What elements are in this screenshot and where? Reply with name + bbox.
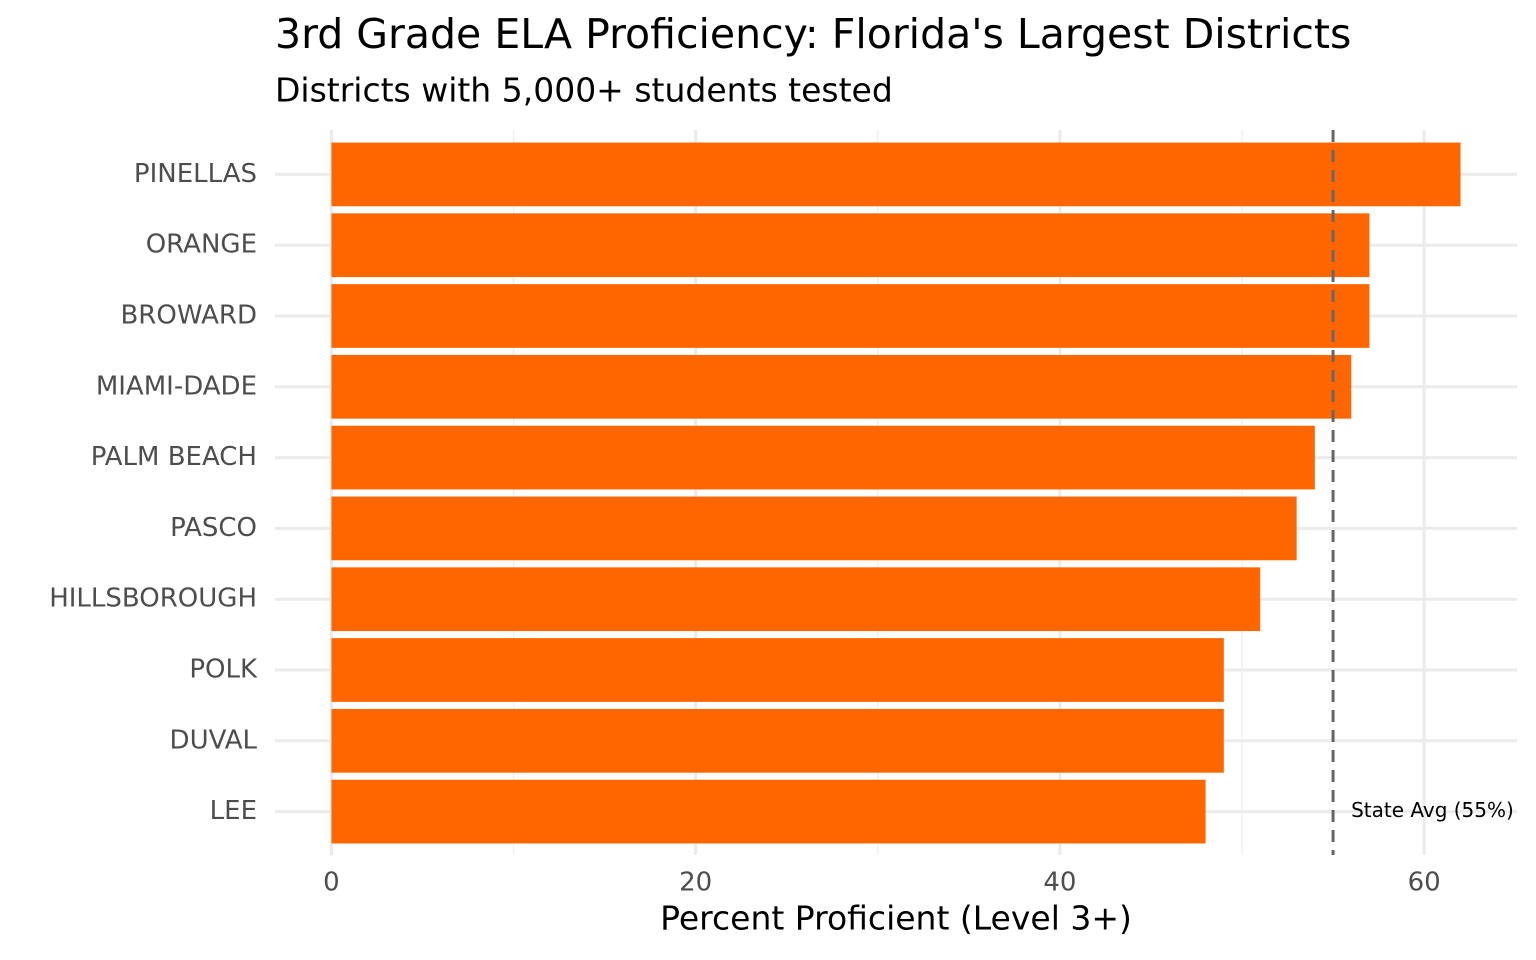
y-tick-label: ORANGE — [146, 230, 257, 260]
bar — [331, 425, 1315, 490]
y-tick-label: PALM BEACH — [91, 442, 257, 472]
y-tick-label: DUVAL — [170, 725, 258, 755]
x-tick-label: 40 — [1043, 868, 1076, 898]
chart-subtitle: Districts with 5,000+ students tested — [275, 71, 893, 110]
bar — [331, 354, 1352, 419]
x-axis-title: Percent Proficient (Level 3+) — [660, 899, 1132, 938]
y-tick-label: POLK — [189, 655, 258, 685]
y-tick-label: PASCO — [170, 513, 257, 543]
bar — [331, 708, 1224, 773]
y-tick-label: PINELLAS — [134, 159, 257, 189]
x-tick-label: 60 — [1408, 868, 1441, 898]
y-tick-label: LEE — [210, 796, 257, 826]
bar — [331, 496, 1297, 561]
x-tick-label: 20 — [679, 868, 712, 898]
y-tick-label: BROWARD — [120, 301, 257, 331]
y-tick-label: HILLSBOROUGH — [49, 584, 257, 614]
bar — [331, 638, 1224, 702]
x-tick-label: 0 — [323, 868, 340, 898]
bar — [331, 284, 1370, 348]
y-tick-label: MIAMI-DADE — [96, 371, 257, 401]
reference-label: State Avg (55%) — [1351, 798, 1514, 822]
bar — [331, 142, 1461, 207]
chart-title: 3rd Grade ELA Proficiency: Florida's Lar… — [275, 10, 1351, 58]
bar — [331, 779, 1206, 844]
bar — [331, 567, 1261, 632]
bar — [331, 213, 1370, 278]
